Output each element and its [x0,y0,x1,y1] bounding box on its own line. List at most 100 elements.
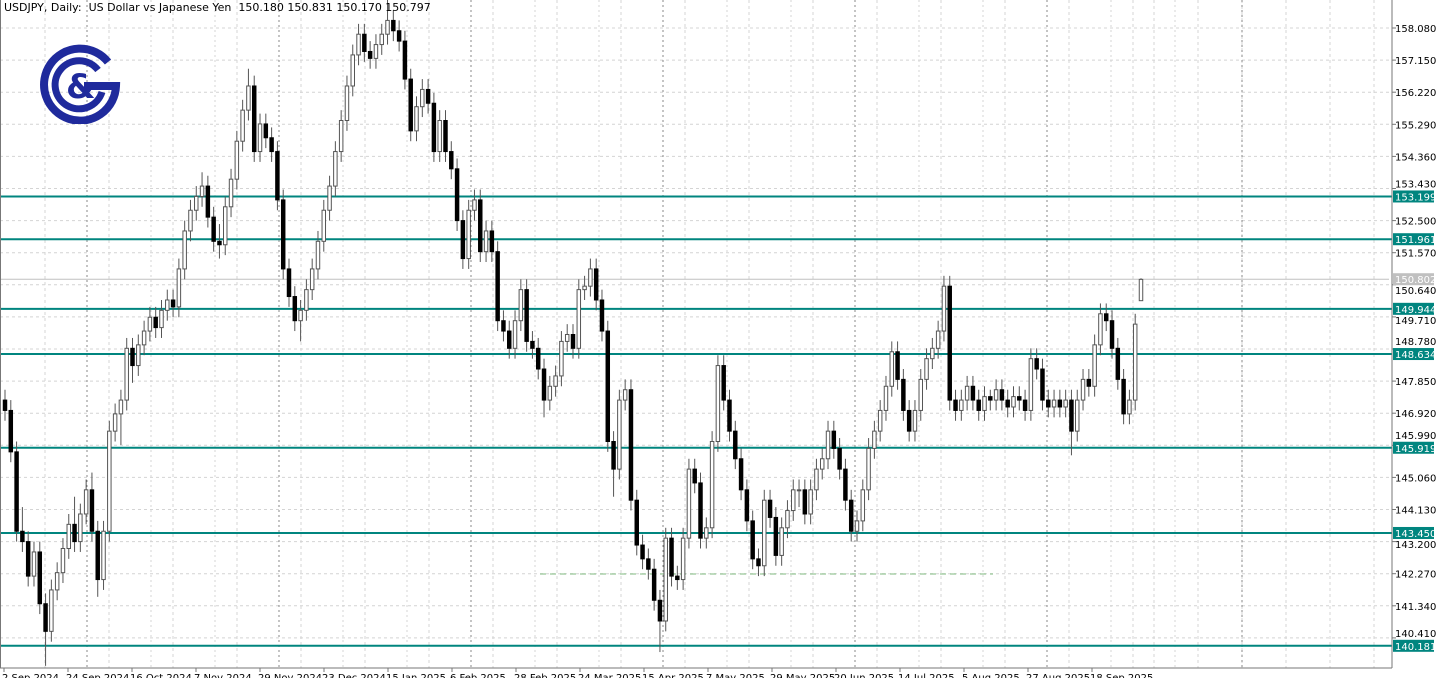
candle [425,79,431,114]
candle [292,286,298,332]
candle [1011,386,1016,418]
candle-body [767,499,773,518]
candle-body [338,120,344,153]
candle [547,375,553,411]
candle-body [194,195,199,211]
candle [1034,348,1039,380]
candle [721,355,726,411]
candle-body [205,185,211,218]
candle [988,389,993,411]
candle [420,79,425,118]
candle [593,258,599,311]
candle [808,479,813,525]
date-tick-label: 5 Aug 2025 [962,673,1020,678]
candle-body [657,599,663,622]
candle [611,431,616,497]
candle-body [2,399,8,411]
candle [599,289,605,342]
candle [1132,313,1138,411]
current-price-label: 150.802 [1395,275,1436,286]
candle [78,503,83,552]
candle [402,30,408,90]
candle [344,75,350,131]
candle [414,96,419,142]
candle [877,400,883,442]
candle [89,472,95,542]
candle [634,489,639,556]
candle [1121,369,1126,425]
candle [118,389,124,445]
candle [709,431,715,539]
date-tick-label: 29 May 2025 [770,673,835,678]
candle [460,210,466,269]
candle-body [408,78,413,132]
candle-body [541,368,547,401]
candle [918,369,923,421]
price-tick-label: 146.920 [1395,409,1436,420]
candle [298,299,303,342]
candle-body [622,389,628,401]
candle-body [634,499,639,546]
candle-body [599,299,605,332]
candle-body [315,240,321,270]
candle [141,320,147,356]
candle-body [1138,278,1144,302]
candle [582,275,587,300]
candle-body [130,347,135,367]
candle-body [964,385,970,401]
candle [194,186,199,221]
candle-body [593,268,599,301]
candle-body [559,340,564,377]
candle [785,500,790,539]
candle-body [356,33,361,56]
price-tick-label: 145.990 [1395,431,1436,442]
candle-body [420,88,425,108]
candle [449,141,454,180]
candle-body [246,85,251,111]
candle [628,379,634,511]
candle-body [669,537,674,577]
candle [112,403,118,442]
candle [217,224,222,259]
candle-body [234,140,240,180]
candle [437,110,442,162]
candle [640,534,645,570]
candle [924,348,929,390]
candle-body [918,378,923,411]
candle [1063,389,1068,418]
candle [20,507,25,552]
candle-body [843,468,848,501]
candle [257,113,263,162]
candle-body [930,347,935,360]
candle [825,420,831,470]
candle-body [721,365,726,401]
candle-body [37,551,43,605]
level-price-badge [1393,348,1434,361]
candle-body [976,399,981,411]
candle-body [988,396,993,401]
candle [518,279,524,332]
candle [170,289,176,318]
candle [165,289,170,321]
candle [130,337,135,383]
candle-body [472,199,477,211]
candle-body [362,33,367,52]
candle-body [953,399,958,411]
candle [773,507,779,566]
chart-title: USDJPY, Daily: US Dollar vs Japanese Yen… [4,1,431,14]
candle [947,275,952,411]
level-price-label: 151.961 [1395,235,1436,246]
level-price-badge [1393,190,1434,203]
candle-body [802,489,808,515]
candle-body [1115,347,1121,380]
candle [124,337,129,411]
candle [501,310,506,342]
price-tick-label: 151.570 [1395,249,1436,260]
candle-body [744,489,750,522]
candle-body [553,375,558,387]
candle [698,472,703,549]
candle-body [663,537,668,622]
candle-body [756,558,761,567]
candle-body [738,458,744,491]
